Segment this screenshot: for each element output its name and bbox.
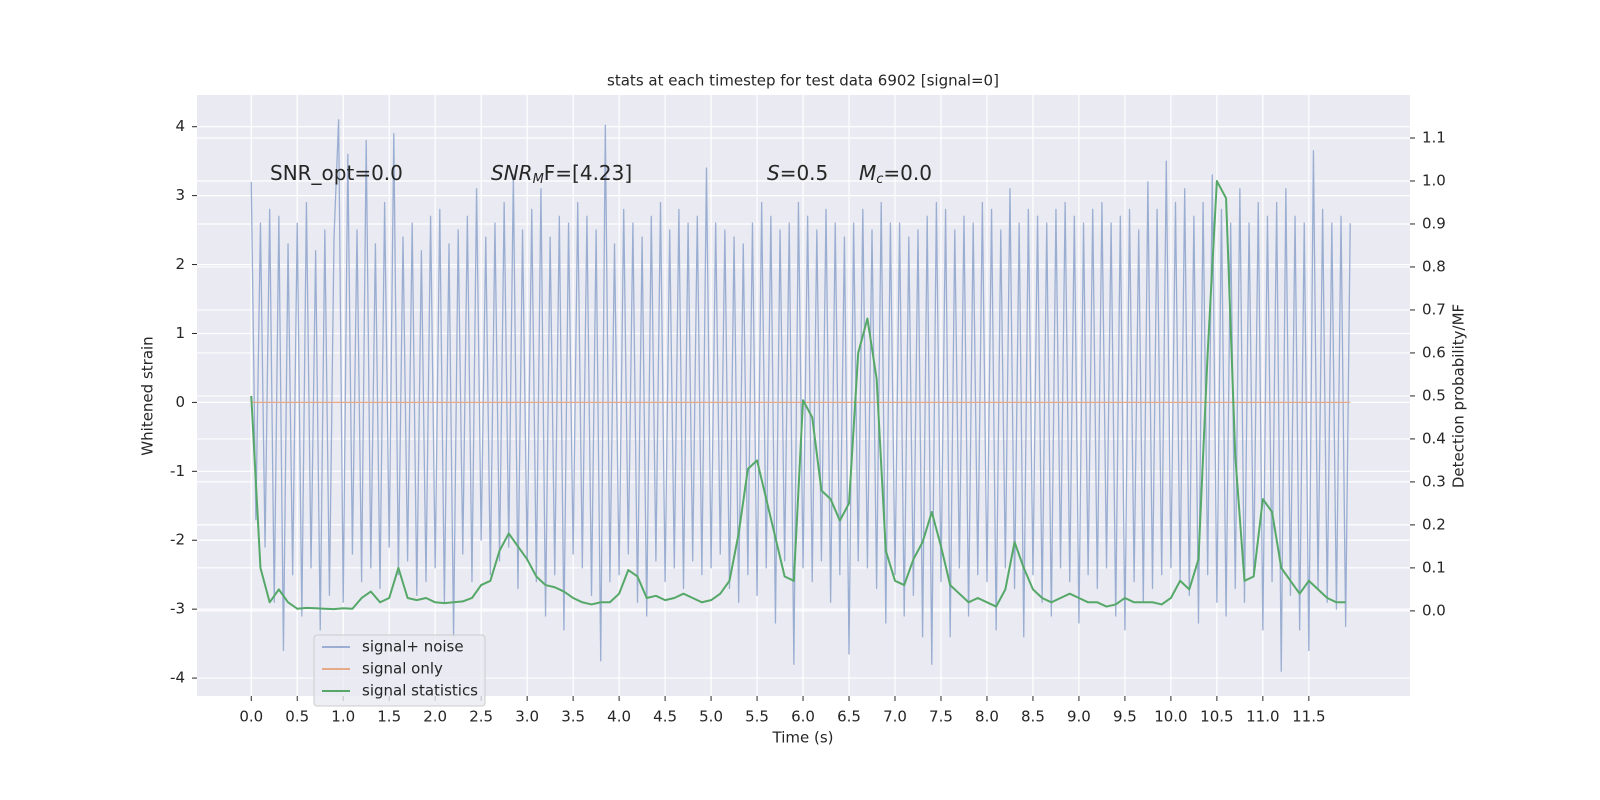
x-tick-label: 5.5 <box>745 708 769 726</box>
y2-tick-label: 0.2 <box>1422 515 1446 533</box>
annotation: SNR_opt=0.0 <box>270 161 403 185</box>
x-tick-label: 5.0 <box>699 708 723 726</box>
y-tick-label: -2 <box>170 531 185 549</box>
y2-tick-label: 0.8 <box>1422 257 1446 275</box>
y-tick-label: -4 <box>170 669 185 687</box>
series-line <box>250 119 1351 672</box>
y-axis-label: Whitened strain <box>139 336 157 455</box>
y2-tick-label: 0.9 <box>1422 214 1446 232</box>
y2-tick-label: 0.7 <box>1422 300 1446 318</box>
legend-box <box>313 634 486 707</box>
annotation: Mc=0.0 <box>859 161 932 187</box>
y2-tick-label: 1.0 <box>1422 171 1446 189</box>
x-tick-label: 1.0 <box>331 708 355 726</box>
annotation: S=0.5 <box>767 161 828 185</box>
y-tick-label: -1 <box>170 462 185 480</box>
x-tick-label: 7.0 <box>883 708 907 726</box>
legend-label: signal statistics <box>362 682 478 700</box>
x-tick-label: 9.5 <box>1113 708 1137 726</box>
y2-tick-label: 0.1 <box>1422 558 1446 576</box>
x-tick-label: 10.0 <box>1154 708 1187 726</box>
annotation-subscript: M <box>533 172 544 187</box>
x-tick-label: 0.5 <box>285 708 309 726</box>
y2-axis-label: Detection probability/MF <box>1450 304 1468 488</box>
y2-tick-label: 1.1 <box>1422 128 1446 146</box>
y2-tick-label: 0.3 <box>1422 472 1446 490</box>
y-tick-label: 3 <box>175 186 185 204</box>
legend-label: signal+ noise <box>362 638 464 656</box>
legend-label: signal only <box>362 660 443 678</box>
annotation: SNRMF=[4.23] <box>491 161 632 187</box>
legend: signal+ noise signal only signal statistic… <box>313 634 486 707</box>
x-tick-label: 11.0 <box>1246 708 1279 726</box>
y2-tick-label: 0.6 <box>1422 343 1446 361</box>
x-tick-label: 7.5 <box>929 708 953 726</box>
x-tick-label: 10.5 <box>1200 708 1233 726</box>
y-tick-label: -3 <box>170 600 185 618</box>
annotation-subscript: c <box>876 172 883 187</box>
x-tick-label: 6.5 <box>837 708 861 726</box>
x-tick-label: 2.0 <box>423 708 447 726</box>
y2-tick-label: 0.4 <box>1422 429 1446 447</box>
x-tick-label: 8.5 <box>1021 708 1045 726</box>
annotation-text: SNR <box>491 161 533 185</box>
x-axis-label: Time (s) <box>772 729 834 747</box>
annotation-text: M <box>859 161 876 185</box>
y-tick-label: 2 <box>175 255 185 273</box>
x-tick-label: 11.5 <box>1292 708 1325 726</box>
x-tick-label: 3.0 <box>515 708 539 726</box>
chart-title: stats at each timestep for test data 690… <box>607 72 999 90</box>
x-tick-label: 9.0 <box>1067 708 1091 726</box>
y2-tick-label: 0.5 <box>1422 386 1446 404</box>
y-tick-label: 0 <box>175 393 185 411</box>
x-tick-label: 3.5 <box>561 708 585 726</box>
annotation-text: =0.5 <box>780 161 829 185</box>
annotation-text: F=[4.23] <box>544 161 632 185</box>
x-tick-label: 0.0 <box>239 708 263 726</box>
annotation-text: SNR_opt=0.0 <box>270 161 403 185</box>
x-tick-label: 8.0 <box>975 708 999 726</box>
y-tick-label: 1 <box>175 324 185 342</box>
y-tick-label: 4 <box>175 117 185 135</box>
series-line <box>250 179 1346 611</box>
x-tick-label: 4.5 <box>653 708 677 726</box>
y2-tick-label: 0.0 <box>1422 601 1446 619</box>
x-tick-label: 1.5 <box>377 708 401 726</box>
axes: 0.0 0.5 1.0 1.5 2.0 2.5 3.0 3.5 4.0 4.5 5.0 5.5 6.0 6… <box>170 117 1446 725</box>
annotation-text: S <box>767 161 780 185</box>
x-tick-label: 6.0 <box>791 708 815 726</box>
x-tick-label: 4.0 <box>607 708 631 726</box>
series-layer <box>250 119 1351 672</box>
annotation-text: =0.0 <box>883 161 932 185</box>
x-tick-label: 2.5 <box>469 708 493 726</box>
